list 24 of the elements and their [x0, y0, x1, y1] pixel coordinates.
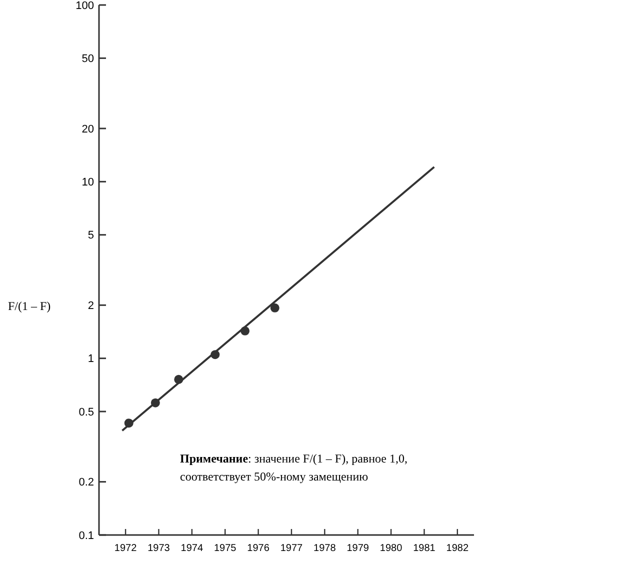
x-tick-label: 1979 [346, 543, 370, 554]
x-tick-label: 1977 [280, 543, 304, 554]
point [270, 303, 280, 312]
x-tick-label: 1973 [148, 543, 170, 554]
x-tick-label: 1975 [214, 543, 237, 554]
y-tick-label: 20 [82, 123, 94, 136]
y-axis-title: F/(1 – F) [8, 299, 51, 314]
annotation: Примечание: значение F/(1 – F), равное 1,0, соответствует 50%-ному замещению [180, 452, 408, 484]
y-tick-label: 50 [82, 53, 94, 66]
x-tick-label: 1978 [314, 543, 336, 554]
x-tick-label: 1974 [180, 543, 204, 554]
x-tick-label: 1976 [247, 543, 270, 554]
x-tick-label: 1972 [114, 543, 138, 554]
y-tick-label: 2 [88, 300, 94, 312]
x-tick-label: 1981 [413, 543, 436, 554]
y-tick-label: 100 [76, 0, 94, 12]
x-tick-label: 1982 [446, 543, 469, 554]
y-tick-label: 5 [88, 230, 94, 242]
y-tick-label: 0.5 [78, 406, 94, 418]
y-tick-label: 0.1 [78, 530, 94, 542]
y-tick-label: 10 [82, 176, 94, 189]
y-tick-label: 1 [88, 353, 94, 366]
y-tick-label: 0.2 [78, 476, 94, 489]
x-tick-label: 1980 [380, 543, 403, 554]
